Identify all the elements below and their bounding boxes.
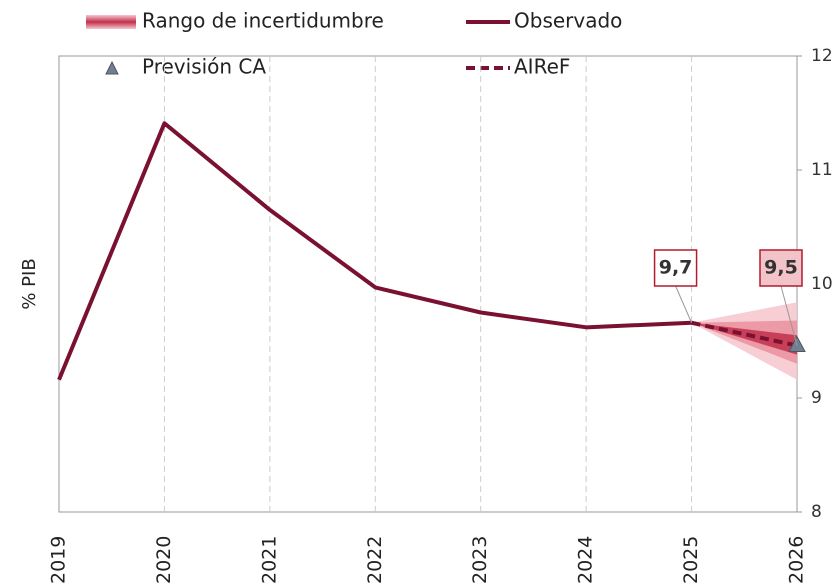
label-box (653, 249, 698, 287)
legend-label: Previsión CA (142, 55, 266, 79)
legend-swatch (86, 15, 136, 29)
x-tick-label: 2023 (469, 536, 491, 584)
x-tick-label: 2019 (48, 536, 70, 584)
x-tick-label: 2024 (575, 536, 597, 584)
y-axis-label: % PIB (19, 258, 40, 309)
x-tick-label: 2020 (153, 536, 175, 584)
uncertainty-band (691, 320, 797, 364)
legend-label: Observado (514, 9, 622, 33)
legend-swatch (105, 60, 119, 75)
x-tick-label: 2022 (364, 536, 386, 584)
legend-label: Rango de incertidumbre (142, 9, 384, 33)
y-tick-label: 10 (811, 274, 833, 294)
x-tick-label: 2026 (786, 536, 808, 584)
series-line (691, 320, 798, 348)
legend-label: AIReF (514, 55, 570, 79)
uncertainty-band (691, 322, 797, 355)
data-label: 9,7 (659, 257, 693, 279)
label-leader (780, 285, 798, 346)
y-tick-label: 8 (811, 502, 822, 522)
x-tick-label: 2025 (680, 536, 702, 584)
y-tick-label: 9 (811, 388, 822, 408)
series-line (57, 121, 692, 381)
x-tick-label: 2021 (258, 536, 280, 584)
y-tick-label: 11 (811, 160, 833, 180)
data-label: 9,5 (764, 257, 798, 279)
y-tick-label: 12 (811, 46, 833, 66)
label-leader (675, 285, 693, 323)
label-box (759, 249, 803, 287)
